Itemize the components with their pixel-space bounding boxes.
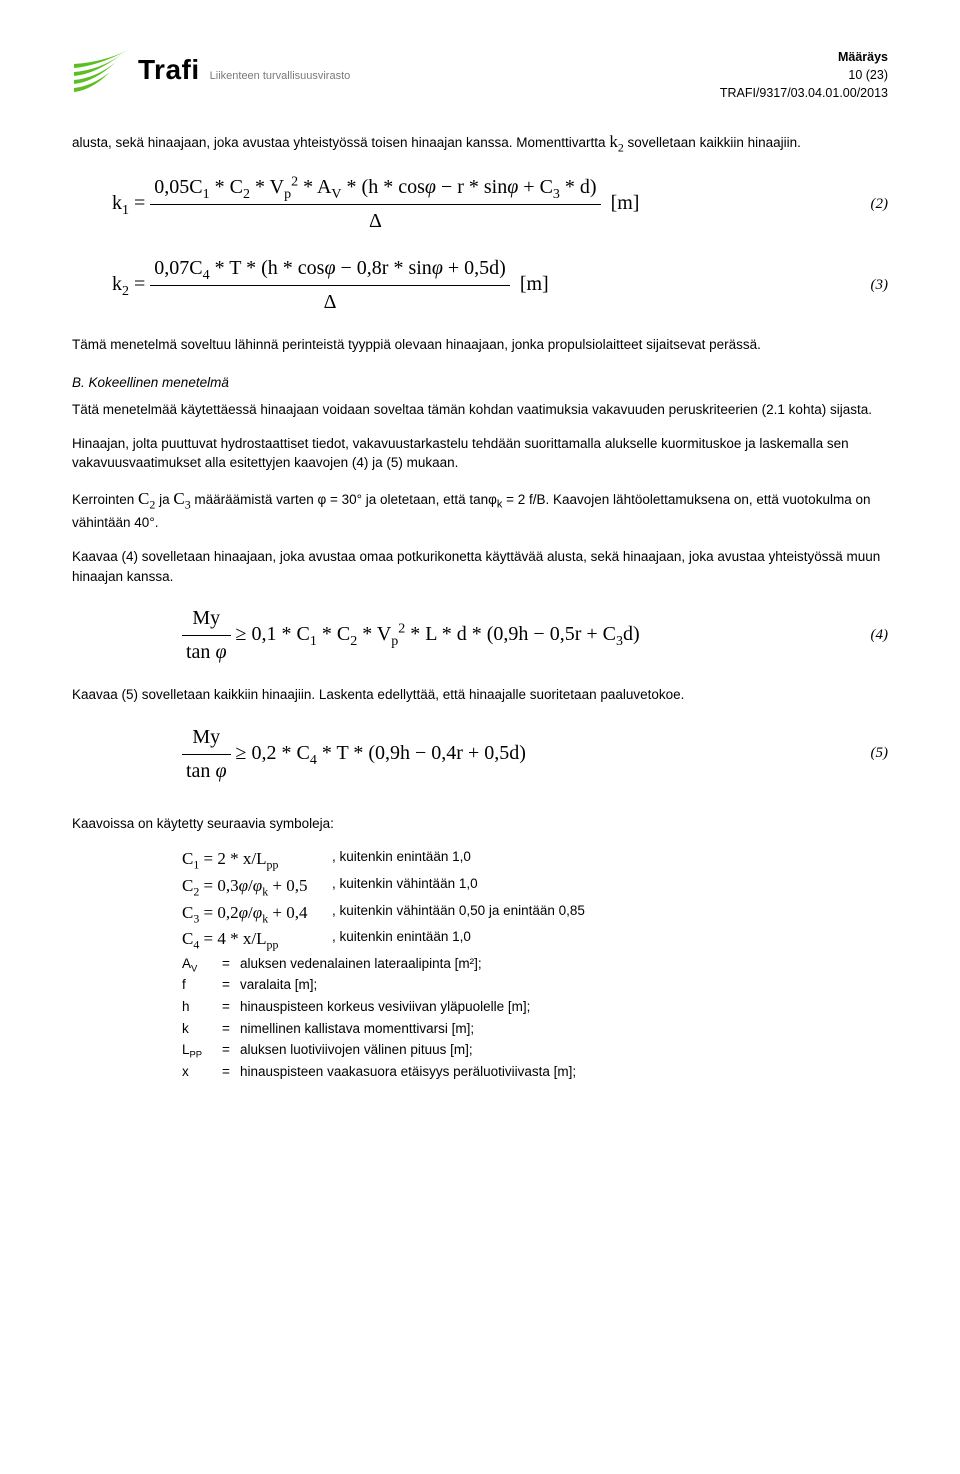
brand-text: Trafi Liikenteen turvallisuusvirasto — [138, 50, 350, 91]
symbol-definitions: C1 = 2 * x/Lpp , kuitenkin enintään 1,0 … — [182, 847, 888, 1081]
def-symbol: x — [182, 1062, 222, 1082]
doc-ref: TRAFI/9317/03.04.01.00/2013 — [720, 84, 888, 102]
def-desc: aluksen vedenalainen lateraalipinta [m²]… — [240, 954, 888, 974]
symbol-c3: C3 — [173, 489, 190, 508]
equation-2-expr: k1 = 0,05C1 * C2 * Vp2 * AV * (h * cosφ … — [112, 173, 639, 236]
sym-c4: C4 = 4 * x/Lpp , kuitenkin enintään 1,0 — [182, 927, 888, 952]
def-symbol: k — [182, 1019, 222, 1039]
trafi-logo-icon — [72, 48, 134, 96]
def-eq: = — [222, 954, 240, 974]
def-desc: hinauspisteen vaakasuora etäisyys perälu… — [240, 1062, 888, 1082]
def-row: LPP= aluksen luotiviivojen välinen pituu… — [182, 1040, 888, 1060]
def-row: x= hinauspisteen vaakasuora etäisyys per… — [182, 1062, 888, 1082]
para-1: alusta, sekä hinaajaan, joka avustaa yht… — [72, 130, 888, 155]
def-row: f= varalaita [m]; — [182, 975, 888, 995]
def-eq: = — [222, 975, 240, 995]
page-header: Trafi Liikenteen turvallisuusvirasto Mää… — [72, 48, 888, 102]
def-symbol: f — [182, 975, 222, 995]
equation-4-expr: My tan φ ≥ 0,1 * C1 * C2 * Vp2 * L * d *… — [182, 604, 640, 667]
equation-3-num: (3) — [871, 275, 889, 297]
def-desc: nimellinen kallistava momenttivarsi [m]; — [240, 1019, 888, 1039]
sym-c3-desc: , kuitenkin vähintään 0,50 ja enintään 0… — [332, 901, 888, 926]
equation-3-expr: k2 = 0,07C4 * T * (h * cosφ − 0,8r * sin… — [112, 254, 549, 317]
para-1-a: alusta, sekä hinaajaan, joka avustaa yht… — [72, 135, 609, 150]
def-row: h= hinauspisteen korkeus vesiviivan yläp… — [182, 997, 888, 1017]
para-3: Tätä menetelmää käytettäessä hinaajaan v… — [72, 400, 888, 420]
def-symbol: LPP — [182, 1040, 222, 1060]
sym-c2: C2 = 0,3φ/φk + 0,5 , kuitenkin vähintään… — [182, 874, 888, 899]
defs-container: AV= aluksen vedenalainen lateraalipinta … — [182, 954, 888, 1081]
para-5-c: määräämistä varten φ = 30° ja oletetaan,… — [191, 492, 497, 507]
equation-3: k2 = 0,07C4 * T * (h * cosφ − 0,8r * sin… — [112, 254, 888, 317]
sym-c4-desc: , kuitenkin enintään 1,0 — [332, 927, 888, 952]
def-symbol: AV — [182, 954, 222, 974]
equation-5: My tan φ ≥ 0,2 * C4 * T * (0,9h − 0,4r +… — [182, 723, 888, 786]
def-eq: = — [222, 1062, 240, 1082]
brand-name: Trafi — [138, 50, 200, 91]
def-symbol: h — [182, 997, 222, 1017]
para-6: Kaavaa (4) sovelletaan hinaajaan, joka a… — [72, 547, 888, 586]
header-right: Määräys 10 (23) TRAFI/9317/03.04.01.00/2… — [720, 48, 888, 102]
para-4: Hinaajan, jolta puuttuvat hydrostaattise… — [72, 434, 888, 473]
def-eq: = — [222, 1019, 240, 1039]
sym-c1-desc: , kuitenkin enintään 1,0 — [332, 847, 888, 872]
def-row: AV= aluksen vedenalainen lateraalipinta … — [182, 954, 888, 974]
equation-5-expr: My tan φ ≥ 0,2 * C4 * T * (0,9h − 0,4r +… — [182, 723, 526, 786]
para-1-b: sovelletaan kaikkiin hinaajiin. — [624, 135, 801, 150]
heading-b: B. Kokeellinen menetelmä — [72, 373, 888, 393]
equation-4-num: (4) — [871, 625, 889, 647]
para-5-b: ja — [155, 492, 173, 507]
para-5: Kerrointen C2 ja C3 määräämistä varten φ… — [72, 487, 888, 533]
equation-4: My tan φ ≥ 0,1 * C1 * C2 * Vp2 * L * d *… — [182, 604, 888, 667]
equation-2-num: (2) — [871, 194, 889, 216]
logo-block: Trafi Liikenteen turvallisuusvirasto — [72, 48, 350, 96]
def-row: k= nimellinen kallistava momenttivarsi [… — [182, 1019, 888, 1039]
page-info: 10 (23) — [720, 66, 888, 84]
symbol-k2: k2 — [609, 132, 623, 151]
equation-2: k1 = 0,05C1 * C2 * Vp2 * AV * (h * cosφ … — [112, 173, 888, 236]
equation-5-num: (5) — [871, 743, 889, 765]
brand-subtitle: Liikenteen turvallisuusvirasto — [210, 69, 351, 85]
para-2: Tämä menetelmä soveltuu lähinnä perintei… — [72, 335, 888, 355]
symbol-c2: C2 — [138, 489, 155, 508]
sym-c1: C1 = 2 * x/Lpp , kuitenkin enintään 1,0 — [182, 847, 888, 872]
sym-c2-desc: , kuitenkin vähintään 1,0 — [332, 874, 888, 899]
sym-c2-expr: C2 = 0,3φ/φk + 0,5 — [182, 874, 332, 899]
sym-c3-expr: C3 = 0,2φ/φk + 0,4 — [182, 901, 332, 926]
sym-c4-expr: C4 = 4 * x/Lpp — [182, 927, 332, 952]
def-desc: aluksen luotiviivojen välinen pituus [m]… — [240, 1040, 888, 1060]
def-desc: varalaita [m]; — [240, 975, 888, 995]
symbols-intro: Kaavoissa on käytetty seuraavia symbolej… — [72, 814, 888, 834]
sym-c1-expr: C1 = 2 * x/Lpp — [182, 847, 332, 872]
def-eq: = — [222, 1040, 240, 1060]
para-7: Kaavaa (5) sovelletaan kaikkiin hinaajii… — [72, 685, 888, 705]
sym-c3: C3 = 0,2φ/φk + 0,4 , kuitenkin vähintään… — [182, 901, 888, 926]
def-eq: = — [222, 997, 240, 1017]
para-5-a: Kerrointen — [72, 492, 138, 507]
def-desc: hinauspisteen korkeus vesiviivan yläpuol… — [240, 997, 888, 1017]
doc-type: Määräys — [720, 48, 888, 66]
